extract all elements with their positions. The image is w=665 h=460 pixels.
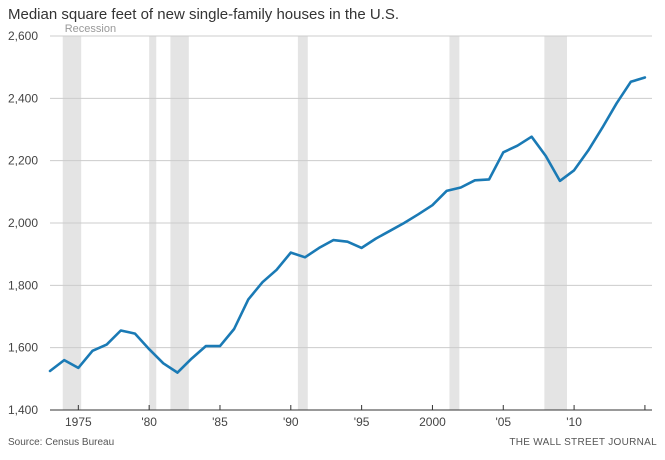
y-axis: 1,400 1,600 1,800 2,000 2,200 2,400 2,600 [8,29,38,417]
x-tick-label: 1975 [65,415,92,429]
y-tick-label: 1,600 [8,341,38,355]
x-tick-label: '80 [141,415,157,429]
source-note: Source: Census Bureau [8,437,115,448]
y-tick-label: 2,400 [8,91,38,105]
x-tick-label: '85 [212,415,228,429]
series-layer [48,76,647,374]
x-tick-label: '95 [354,415,370,429]
x-axis: 1975 '80 '85 '90 '95 2000 '05 '10 [50,405,652,429]
x-tick-label: '10 [566,415,582,429]
y-tick-label: 2,600 [8,29,38,43]
recession-label: Recession [65,23,116,35]
x-tick-label: '90 [283,415,299,429]
publisher-credit: THE WALL STREET JOURNAL [509,437,657,448]
chart-title: Median square feet of new single-family … [8,6,400,23]
y-tick-label: 2,200 [8,154,38,168]
x-tick-label: '05 [495,415,511,429]
series-line [48,76,647,374]
x-tick-label: 2000 [419,415,446,429]
gridlines [50,35,652,349]
y-tick-label: 1,400 [8,403,38,417]
y-tick-label: 1,800 [8,278,38,292]
y-tick-label: 2,000 [8,216,38,230]
